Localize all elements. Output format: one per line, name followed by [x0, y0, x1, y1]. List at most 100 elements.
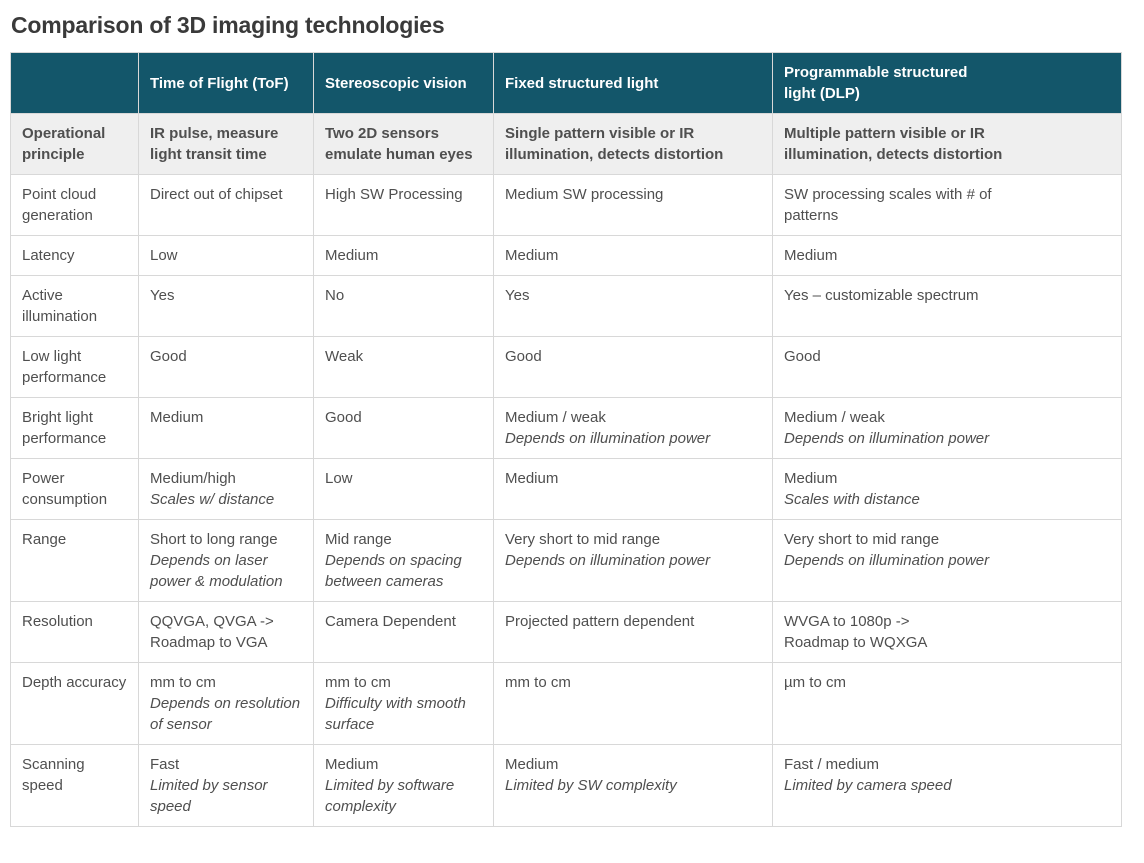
row-label: Range: [10, 519, 139, 602]
table-cell: Medium: [313, 235, 494, 276]
cell-note: Depends on resolution of sensor: [150, 695, 301, 733]
cell-value: Camera Dependent: [325, 613, 456, 630]
cell-value: mm to cm: [505, 674, 571, 691]
cell-note: Limited by camera speed: [784, 777, 952, 794]
cell-value: Low: [325, 470, 353, 487]
cell-note: Scales with distance: [784, 491, 920, 508]
cell-value: Medium: [325, 756, 379, 773]
cell-value: Low: [150, 247, 178, 264]
table-cell: Low: [138, 235, 314, 276]
cell-value: QQVGA, QVGA -> Roadmap to VGA: [150, 613, 274, 651]
table-cell: Yes: [138, 275, 314, 337]
table-cell: Low: [313, 458, 494, 520]
table-cell: Very short to mid range Depends on illumi…: [493, 519, 773, 602]
cell-value: Very short to mid range: [784, 531, 940, 548]
cell-value: Yes: [150, 287, 175, 304]
cell-value: Medium: [505, 470, 559, 487]
cell-note: Depends on laser power & modulation: [150, 552, 283, 590]
table-cell: Good: [772, 336, 1122, 398]
cell-value: Medium: [150, 409, 204, 426]
cell-value: Medium/high: [150, 470, 236, 487]
cell-value: High SW Processing: [325, 186, 463, 203]
table-cell: Fast / medium Limited by camera speed: [772, 744, 1122, 827]
row-label: Active illumination: [10, 275, 139, 337]
table-cell: Medium: [493, 235, 773, 276]
cell-value: Medium: [784, 247, 838, 264]
table-row: Range Short to long range Depends on laser…: [10, 519, 1122, 602]
row-label: Latency: [10, 235, 139, 276]
table-row: Operational principle IR pulse, measure l…: [10, 113, 1122, 175]
table-cell: Direct out of chipset: [138, 174, 314, 236]
cell-note: Depends on illumination power: [505, 552, 711, 569]
cell-value: Projected pattern dependent: [505, 613, 695, 630]
row-label: Depth accuracy: [10, 662, 139, 745]
cell-note: Scales w/ distance: [150, 491, 275, 508]
column-header: Programmable structured light (DLP): [772, 52, 1122, 114]
cell-value: µm to cm: [784, 674, 846, 691]
cell-value: Yes: [505, 287, 530, 304]
cell-value: Multiple pattern visible or IR illuminat…: [784, 125, 1003, 163]
cell-value: Medium SW processing: [505, 186, 664, 203]
row-label: Bright light performance: [10, 397, 139, 459]
cell-value: Medium: [325, 247, 379, 264]
table-cell: Yes – customizable spectrum: [772, 275, 1122, 337]
cell-value: Good: [505, 348, 542, 365]
table-cell: Medium/high Scales w/ distance: [138, 458, 314, 520]
cell-value: WVGA to 1080p -> Roadmap to WQXGA: [784, 613, 928, 651]
table-cell: Medium Limited by software complexity: [313, 744, 494, 827]
table-cell: Multiple pattern visible or IR illuminat…: [772, 113, 1122, 175]
table-row: Active illumination Yes No Yes Yes – customi…: [10, 275, 1122, 337]
table-row: Bright light performance Medium Good Medium…: [10, 397, 1122, 459]
cell-note: Depends on illumination power: [784, 430, 990, 447]
cell-value: Single pattern visible or IR illuminatio…: [505, 125, 724, 163]
table-cell: Short to long range Depends on laser powe…: [138, 519, 314, 602]
table-cell: Medium / weak Depends on illumination pow…: [772, 397, 1122, 459]
table-body: Operational principle IR pulse, measure l…: [10, 113, 1122, 827]
table-cell: Projected pattern dependent: [493, 601, 773, 663]
corner-header-cell: [10, 52, 139, 114]
cell-note: Depends on spacing between cameras: [325, 552, 462, 590]
table-cell: Weak: [313, 336, 494, 398]
cell-value: Direct out of chipset: [150, 186, 283, 203]
table-cell: µm to cm: [772, 662, 1122, 745]
cell-note: Limited by software complexity: [325, 777, 455, 815]
cell-value: Good: [325, 409, 362, 426]
cell-value: Short to long range: [150, 531, 278, 548]
table-cell: Yes: [493, 275, 773, 337]
table-cell: mm to cm Depends on resolution of sensor: [138, 662, 314, 745]
cell-value: Very short to mid range: [505, 531, 661, 548]
table-cell: mm to cm: [493, 662, 773, 745]
comparison-table: Time of Flight (ToF) Stereoscopic vision F…: [10, 52, 1122, 827]
table-row: Latency Low Medium Medium Medium: [10, 235, 1122, 276]
cell-value: Medium: [784, 470, 838, 487]
cell-value: Good: [784, 348, 821, 365]
table-cell: QQVGA, QVGA -> Roadmap to VGA: [138, 601, 314, 663]
cell-value: mm to cm: [150, 674, 216, 691]
cell-value: Yes – customizable spectrum: [784, 287, 979, 304]
cell-value: Weak: [325, 348, 364, 365]
cell-value: Good: [150, 348, 187, 365]
cell-value: Mid range: [325, 531, 392, 548]
table-cell: Two 2D sensors emulate human eyes: [313, 113, 494, 175]
cell-note: Limited by sensor speed: [150, 777, 268, 815]
row-label: Low light performance: [10, 336, 139, 398]
cell-value: IR pulse, measure light transit time: [150, 125, 279, 163]
table-cell: Medium: [138, 397, 314, 459]
cell-value: Medium / weak: [505, 409, 606, 426]
cell-value: No: [325, 287, 345, 304]
column-header: Stereoscopic vision: [313, 52, 494, 114]
column-header: Time of Flight (ToF): [138, 52, 314, 114]
table-cell: Mid range Depends on spacing between came…: [313, 519, 494, 602]
table-cell: IR pulse, measure light transit time: [138, 113, 314, 175]
row-label: Resolution: [10, 601, 139, 663]
cell-value: Medium / weak: [784, 409, 885, 426]
table-cell: Good: [493, 336, 773, 398]
row-label: Operational principle: [10, 113, 139, 175]
page-title: Comparison of 3D imaging technologies: [11, 12, 445, 38]
table-cell: Medium: [493, 458, 773, 520]
cell-note: Depends on illumination power: [784, 552, 990, 569]
cell-value: SW processing scales with # of patterns: [784, 186, 992, 224]
table-cell: Single pattern visible or IR illuminatio…: [493, 113, 773, 175]
row-label: Point cloud generation: [10, 174, 139, 236]
